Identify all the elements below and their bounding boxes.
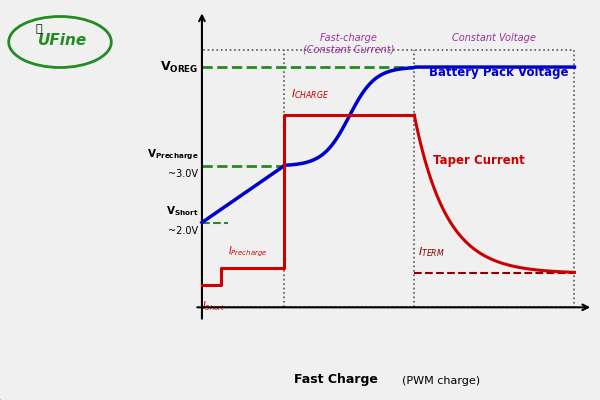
Text: Fast Charge: Fast Charge	[294, 373, 378, 386]
Text: Taper Current: Taper Current	[433, 154, 524, 167]
Text: $I_{Short}$: $I_{Short}$	[202, 299, 226, 313]
Text: ~3.0V: ~3.0V	[168, 170, 198, 180]
Text: $I_{TERM}$: $I_{TERM}$	[418, 246, 445, 259]
Text: 🔥: 🔥	[35, 24, 42, 34]
Text: $I_{CHARGE}$: $I_{CHARGE}$	[292, 87, 329, 101]
Text: $\mathbf{V_{OREG}}$: $\mathbf{V_{OREG}}$	[160, 60, 198, 75]
Text: $I_{Precharge}$: $I_{Precharge}$	[228, 245, 267, 259]
Text: UFine: UFine	[38, 33, 87, 48]
Text: $\mathbf{V_{Short}}$: $\mathbf{V_{Short}}$	[166, 204, 198, 218]
Text: ~2.0V: ~2.0V	[168, 226, 198, 236]
Text: Battery Pack Voltage: Battery Pack Voltage	[429, 66, 569, 79]
Text: Fast-charge
(Constant Current): Fast-charge (Constant Current)	[304, 33, 395, 55]
Text: Constant Voltage: Constant Voltage	[452, 33, 536, 43]
Text: $\mathbf{V_{Precharge}}$: $\mathbf{V_{Precharge}}$	[146, 148, 198, 162]
Text: Pre-charge
(Trickle Charge): Pre-charge (Trickle Charge)	[0, 399, 39, 400]
Text: (PWM charge): (PWM charge)	[402, 376, 480, 386]
